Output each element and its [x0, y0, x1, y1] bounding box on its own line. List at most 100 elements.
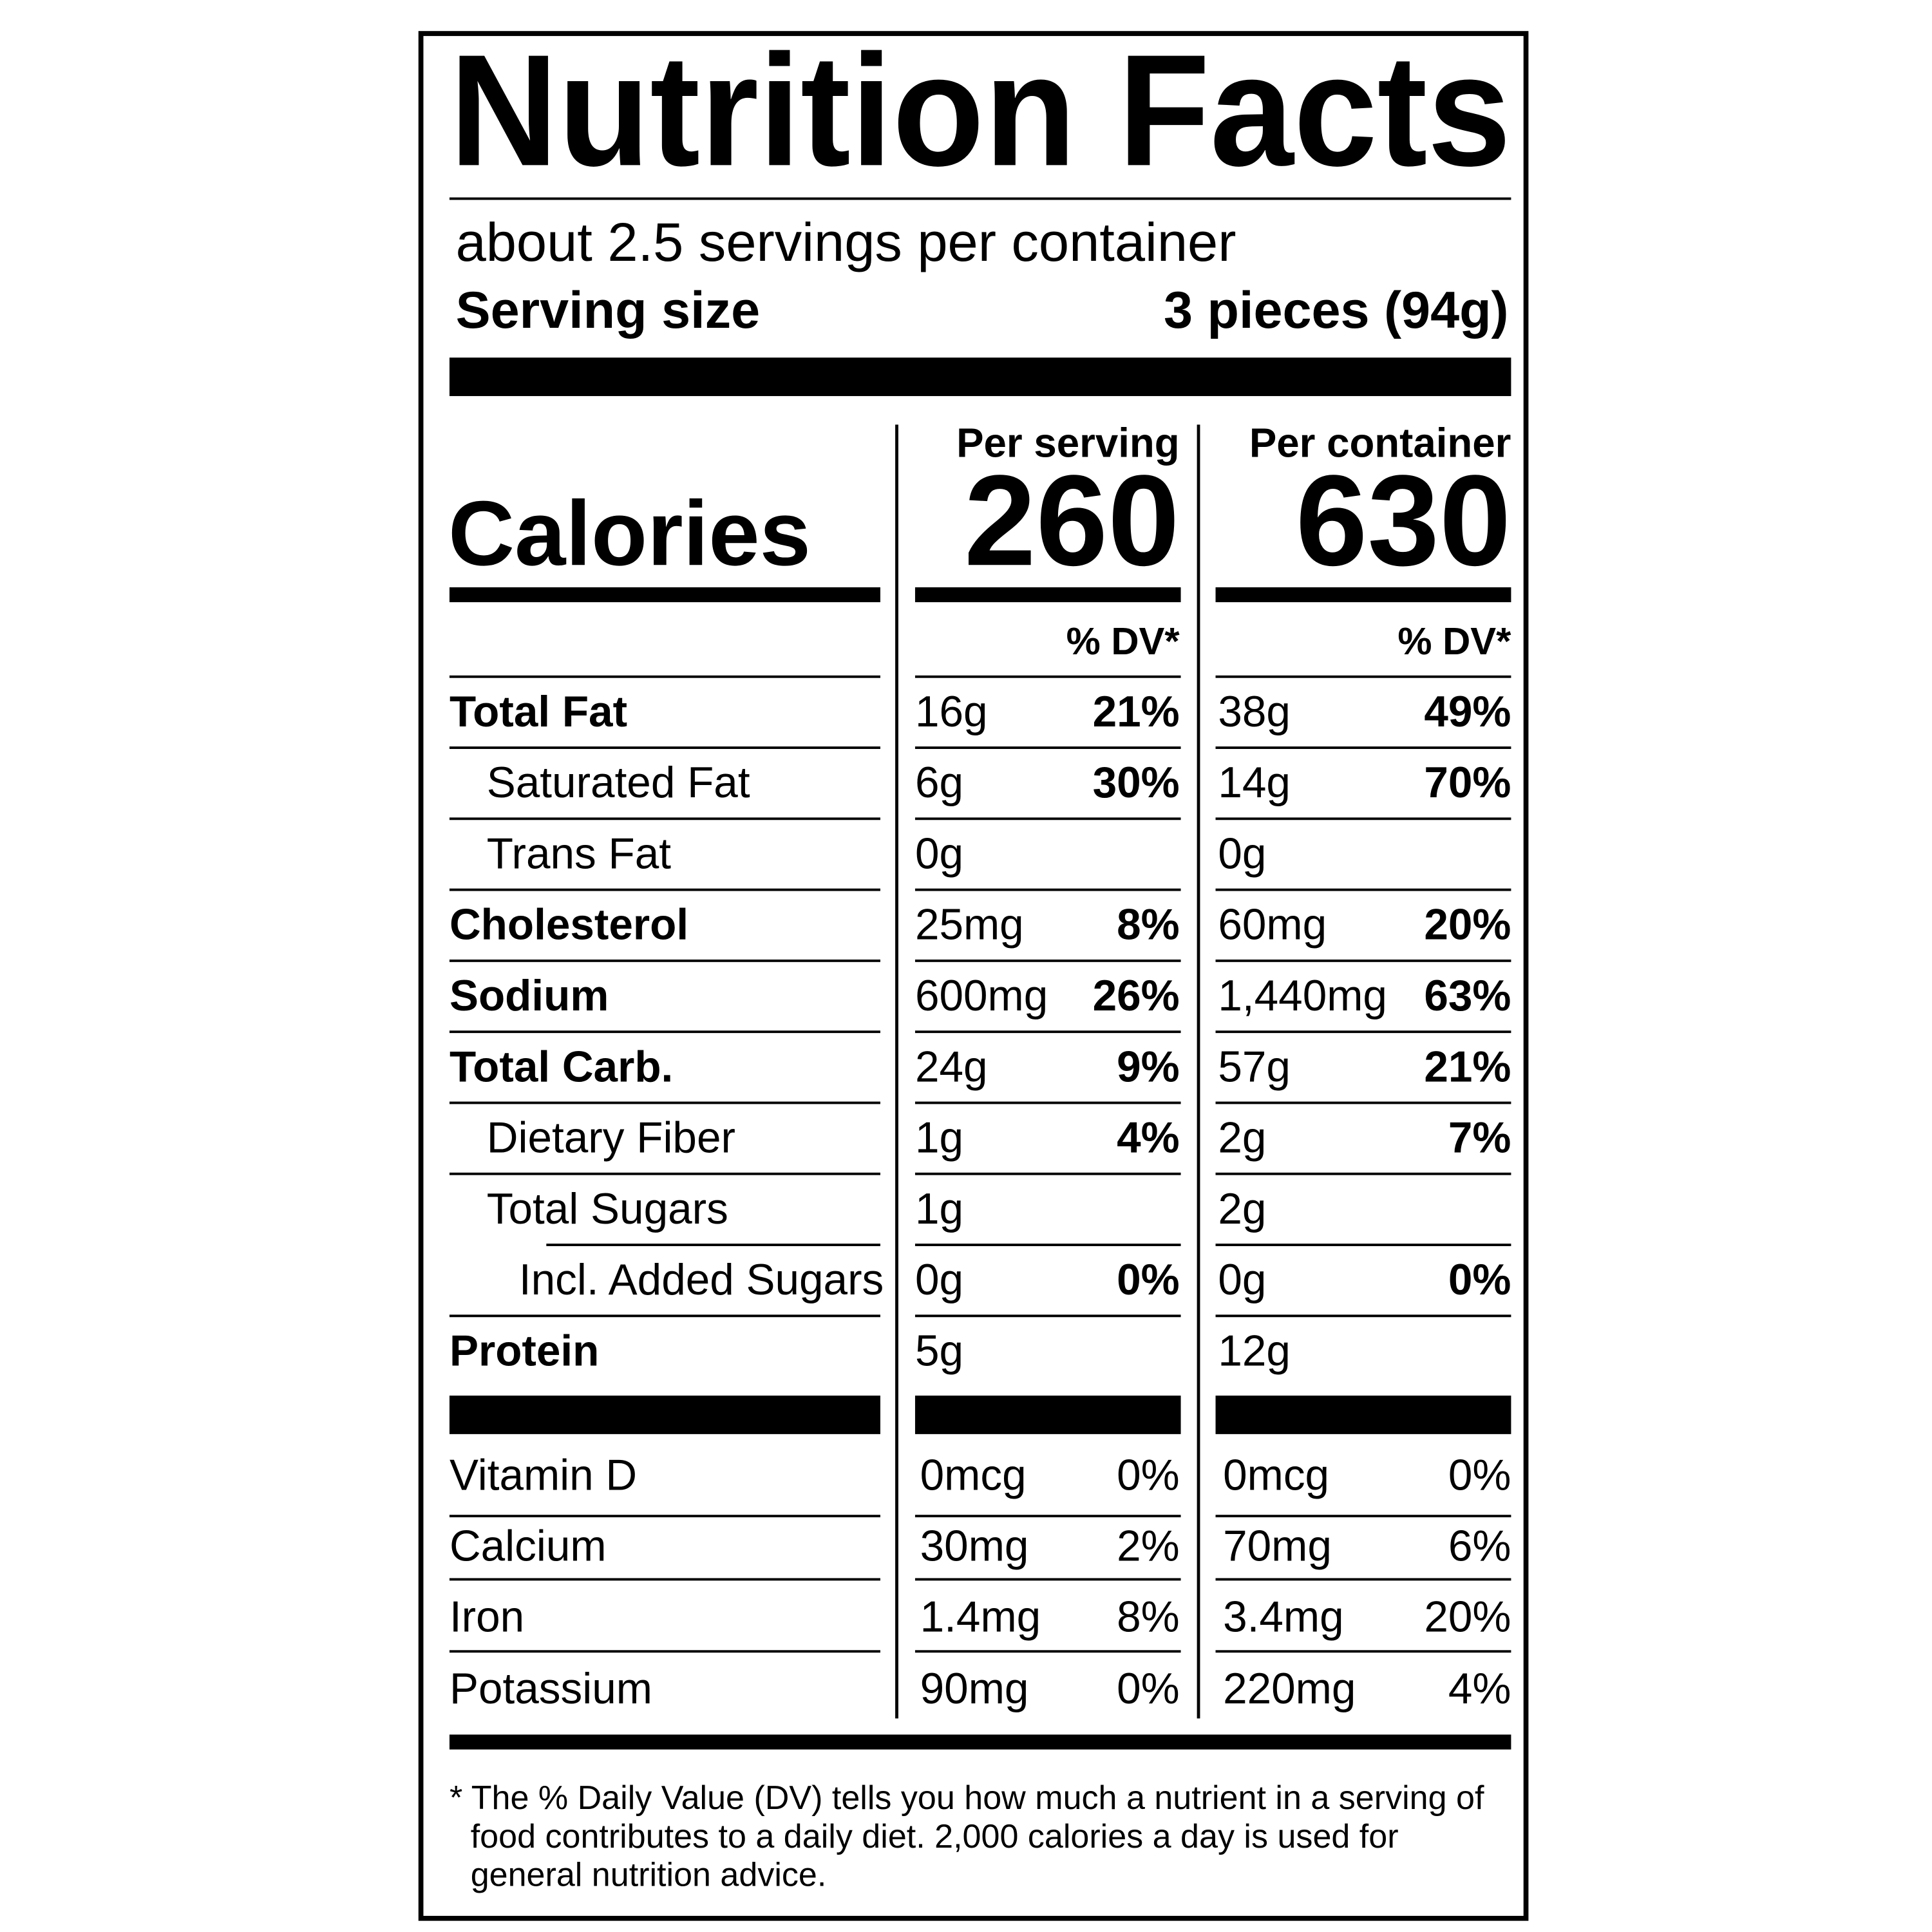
rule	[449, 959, 880, 962]
serving-size-value: 3 pieces (94g)	[1164, 281, 1509, 339]
daily-value: 20%	[1424, 1593, 1511, 1641]
rule	[1215, 1515, 1511, 1518]
bar	[914, 1396, 1181, 1434]
nutrient-name: Total Fat	[450, 688, 627, 736]
daily-value: 0%	[1448, 1256, 1511, 1304]
vitamin-name: Calcium	[450, 1522, 607, 1571]
title: Nutrition Facts	[450, 22, 1511, 199]
daily-value: 7%	[1448, 1114, 1511, 1162]
daily-value: 0%	[1117, 1665, 1180, 1713]
rule	[449, 1314, 880, 1318]
label-border	[418, 31, 1529, 1921]
serving-size-label: Serving size	[456, 281, 761, 339]
rule	[449, 746, 880, 749]
bar	[449, 1734, 1511, 1750]
vitamin-name: Vitamin D	[450, 1452, 637, 1500]
bar	[449, 1396, 880, 1434]
amount: 5g	[915, 1327, 963, 1375]
amount: 60mg	[1218, 901, 1327, 949]
amount: 1,440mg	[1218, 972, 1387, 1020]
column-header: Per container	[1249, 421, 1511, 466]
daily-value: 2%	[1117, 1522, 1180, 1571]
bar	[1215, 587, 1511, 603]
daily-value: 21%	[1093, 688, 1180, 736]
calories-value: 630	[1296, 448, 1511, 592]
daily-value: 49%	[1424, 688, 1511, 736]
amount: 24g	[915, 1043, 988, 1091]
footnote: * The % Daily Value (DV) tells you how m…	[450, 1779, 1484, 1817]
rule	[1215, 888, 1511, 891]
rule	[914, 959, 1181, 962]
daily-value: 0%	[1448, 1452, 1511, 1500]
amount: 12g	[1218, 1327, 1291, 1375]
amount: 0g	[1218, 829, 1266, 878]
amount: 0mcg	[920, 1452, 1027, 1500]
daily-value: 0%	[1117, 1452, 1180, 1500]
nutrient-name: Cholesterol	[450, 901, 688, 949]
rule	[914, 1515, 1181, 1518]
rule	[449, 817, 880, 820]
rule	[449, 1172, 880, 1175]
daily-value: 20%	[1424, 901, 1511, 949]
amount: 57g	[1218, 1043, 1291, 1091]
daily-value: 70%	[1424, 759, 1511, 807]
amount: 1.4mg	[920, 1593, 1041, 1641]
nutrient-name: Dietary Fiber	[487, 1114, 735, 1162]
rule	[914, 1650, 1181, 1653]
nutrient-name: Trans Fat	[487, 829, 671, 878]
amount: 1g	[915, 1185, 963, 1233]
rule	[1215, 1101, 1511, 1104]
dv-header: % DV*	[1397, 620, 1511, 663]
rule	[1215, 1172, 1511, 1175]
bar	[914, 587, 1181, 603]
amount: 30mg	[920, 1522, 1029, 1571]
amount: 3.4mg	[1223, 1593, 1344, 1641]
amount: 1g	[915, 1114, 963, 1162]
daily-value: 4%	[1117, 1114, 1180, 1162]
rule	[449, 1650, 880, 1653]
calories-value: 260	[964, 448, 1180, 592]
vitamin-name: Iron	[450, 1593, 524, 1641]
amount: 0g	[1218, 1256, 1266, 1304]
daily-value: 26%	[1093, 972, 1180, 1020]
rule	[449, 1578, 880, 1581]
rule	[1215, 1314, 1511, 1318]
footnote: general nutrition advice.	[471, 1857, 827, 1894]
rule	[914, 1101, 1181, 1104]
rule	[1215, 817, 1511, 820]
column-divider	[895, 424, 898, 1719]
amount: 0g	[915, 1256, 963, 1304]
vitamin-name: Potassium	[450, 1665, 652, 1713]
footnote: food contributes to a daily diet. 2,000 …	[471, 1818, 1399, 1855]
rule	[914, 888, 1181, 891]
amount: 25mg	[915, 901, 1024, 949]
nutrient-name: Total Sugars	[487, 1185, 728, 1233]
nutrient-name: Incl. Added Sugars	[519, 1256, 884, 1304]
amount: 70mg	[1223, 1522, 1332, 1571]
rule	[1215, 1030, 1511, 1034]
rule	[914, 746, 1181, 749]
rule	[546, 1244, 880, 1246]
rows: Total Fat 16g 21% 38g 49% Saturated Fat 6g 30% 1…	[449, 675, 1511, 1894]
daily-value: 63%	[1424, 972, 1511, 1020]
nutrient-name: Saturated Fat	[487, 759, 750, 807]
amount: 14g	[1218, 759, 1291, 807]
rule	[1215, 1244, 1511, 1246]
column-header: Per serving	[956, 421, 1180, 466]
daily-value: 6%	[1448, 1522, 1511, 1571]
daily-value: 8%	[1117, 901, 1180, 949]
rule	[449, 197, 1511, 200]
calories-label: Calories	[448, 482, 811, 585]
amount: 0g	[915, 829, 963, 878]
rule	[449, 888, 880, 891]
daily-value: 9%	[1117, 1043, 1180, 1091]
thick-bar	[449, 357, 1511, 397]
amount: 600mg	[915, 972, 1048, 1020]
daily-value: 8%	[1117, 1593, 1180, 1641]
rule	[914, 1578, 1181, 1581]
rule	[449, 1515, 880, 1518]
amount: 16g	[915, 688, 988, 736]
amount: 220mg	[1223, 1665, 1356, 1713]
daily-value: 4%	[1448, 1665, 1511, 1713]
